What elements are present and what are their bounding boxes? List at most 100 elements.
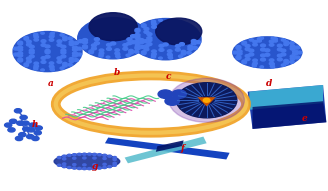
Circle shape (69, 41, 74, 43)
Circle shape (152, 23, 156, 26)
Circle shape (158, 90, 173, 98)
Circle shape (139, 39, 144, 42)
Circle shape (74, 42, 78, 45)
Circle shape (61, 49, 66, 52)
Circle shape (29, 49, 34, 52)
Circle shape (106, 56, 110, 58)
Circle shape (34, 62, 38, 65)
Circle shape (103, 158, 106, 159)
Circle shape (17, 121, 24, 125)
Polygon shape (197, 97, 216, 106)
Circle shape (18, 52, 23, 55)
Circle shape (27, 43, 31, 46)
Circle shape (141, 24, 146, 26)
Circle shape (24, 64, 29, 67)
Circle shape (242, 60, 247, 63)
Ellipse shape (89, 13, 137, 41)
Circle shape (23, 127, 30, 131)
Text: d: d (266, 79, 272, 88)
Circle shape (281, 53, 286, 56)
Circle shape (249, 39, 253, 41)
Circle shape (271, 66, 275, 68)
Circle shape (68, 167, 71, 169)
Circle shape (113, 164, 116, 166)
Circle shape (50, 68, 54, 70)
Circle shape (69, 43, 74, 46)
Circle shape (49, 39, 54, 41)
Circle shape (167, 53, 172, 56)
Circle shape (45, 49, 50, 52)
Circle shape (257, 38, 261, 40)
Circle shape (34, 38, 38, 41)
Circle shape (63, 62, 67, 65)
Circle shape (61, 45, 66, 48)
Circle shape (261, 58, 265, 61)
Circle shape (281, 49, 286, 52)
Circle shape (108, 155, 112, 157)
Circle shape (169, 57, 173, 59)
Circle shape (20, 115, 27, 120)
Circle shape (108, 166, 112, 168)
Circle shape (168, 56, 172, 58)
Circle shape (237, 50, 242, 53)
Circle shape (83, 153, 86, 155)
Circle shape (41, 61, 46, 63)
Circle shape (290, 61, 294, 63)
Circle shape (93, 157, 96, 159)
Circle shape (77, 53, 82, 56)
Circle shape (131, 41, 136, 44)
Circle shape (49, 62, 54, 65)
Circle shape (61, 55, 66, 58)
Circle shape (127, 42, 132, 45)
Circle shape (159, 57, 162, 59)
Circle shape (34, 36, 38, 38)
Circle shape (178, 55, 183, 57)
Circle shape (57, 40, 62, 43)
Text: g: g (92, 162, 98, 171)
Circle shape (127, 38, 132, 41)
Polygon shape (248, 85, 326, 129)
Circle shape (123, 44, 128, 46)
Circle shape (188, 45, 193, 48)
Circle shape (269, 59, 274, 62)
Circle shape (83, 164, 86, 166)
Circle shape (295, 56, 300, 59)
Ellipse shape (203, 98, 210, 102)
Circle shape (290, 42, 294, 45)
Circle shape (82, 39, 88, 42)
Circle shape (103, 167, 106, 169)
Circle shape (113, 156, 116, 159)
Circle shape (152, 21, 155, 24)
Circle shape (45, 45, 50, 48)
Circle shape (270, 65, 274, 67)
Ellipse shape (176, 83, 237, 118)
Polygon shape (253, 101, 326, 129)
Circle shape (62, 166, 66, 168)
Circle shape (135, 42, 140, 45)
Circle shape (34, 68, 38, 70)
Circle shape (19, 133, 26, 137)
Circle shape (245, 48, 250, 51)
Circle shape (277, 54, 282, 57)
Circle shape (72, 52, 77, 55)
Text: f: f (180, 144, 184, 154)
Circle shape (68, 37, 72, 40)
Circle shape (5, 123, 12, 127)
Circle shape (195, 41, 201, 44)
Circle shape (107, 48, 112, 50)
Circle shape (29, 45, 34, 48)
Circle shape (147, 37, 152, 40)
Circle shape (147, 43, 152, 46)
Circle shape (284, 43, 288, 46)
Circle shape (152, 56, 155, 58)
Circle shape (29, 55, 34, 58)
Circle shape (14, 109, 22, 113)
Circle shape (72, 54, 77, 57)
Circle shape (123, 47, 128, 50)
Circle shape (167, 50, 172, 53)
Circle shape (129, 49, 133, 52)
Circle shape (116, 56, 120, 58)
Circle shape (135, 44, 140, 47)
Circle shape (141, 51, 146, 53)
Circle shape (107, 43, 112, 46)
